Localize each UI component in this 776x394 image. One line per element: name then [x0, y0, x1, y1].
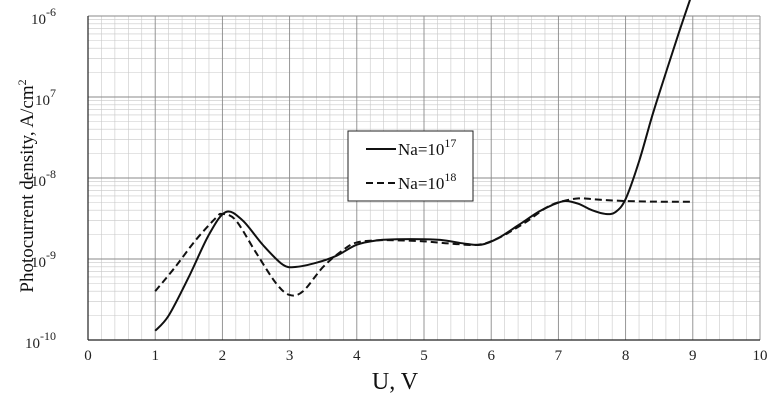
legend: Na=1017 Na=1018: [347, 130, 474, 202]
x-tick-label: 5: [420, 348, 428, 364]
series-line-dashed: [154, 197, 693, 297]
legend-label-dashed-sup: 18: [444, 170, 456, 184]
y-axis-label: Photocurrent density, A/cm2: [15, 79, 38, 292]
y-axis-label-sup: 2: [15, 79, 29, 85]
y-tick-label: 10-10: [25, 329, 56, 352]
x-tick-label: 2: [219, 348, 227, 364]
x-tick-labels: 0 1 2 3 4 5 6 7 8 9 10: [84, 348, 767, 364]
y-tick-label: 10-6: [31, 5, 56, 28]
legend-label-solid-text: Na=10: [398, 140, 444, 159]
legend-box: [347, 130, 474, 202]
legend-label-solid: Na=1017: [398, 136, 456, 159]
y-tick-label: 10-8: [31, 167, 56, 190]
plot-frame: [87, 16, 760, 341]
x-tick-label: 7: [555, 348, 563, 364]
x-tick-label: 1: [151, 348, 159, 364]
x-tick-label: 4: [353, 348, 361, 364]
y-tick-label: 107: [35, 86, 56, 109]
x-tick-label: 8: [622, 348, 630, 364]
x-tick-label: 10: [753, 348, 768, 364]
legend-label-dashed: Na=1018: [398, 170, 456, 193]
legend-label-dashed-text: Na=10: [398, 174, 444, 193]
series-line-solid: [154, 0, 691, 332]
y-tick-label: 10-9: [31, 248, 56, 271]
legend-label-solid-sup: 17: [444, 136, 456, 150]
series-layer: [154, 0, 693, 332]
y-axis-label-text: Photocurrent density, A/cm: [17, 85, 38, 292]
x-tick-label: 3: [286, 348, 294, 364]
x-tick-label: 0: [84, 348, 92, 364]
x-tick-label: 6: [487, 348, 495, 364]
y-tick-labels: 10-10 10-9 10-8 107 10-6: [25, 5, 56, 352]
x-axis-label: U, V: [372, 369, 419, 394]
x-tick-label: 9: [689, 348, 697, 364]
